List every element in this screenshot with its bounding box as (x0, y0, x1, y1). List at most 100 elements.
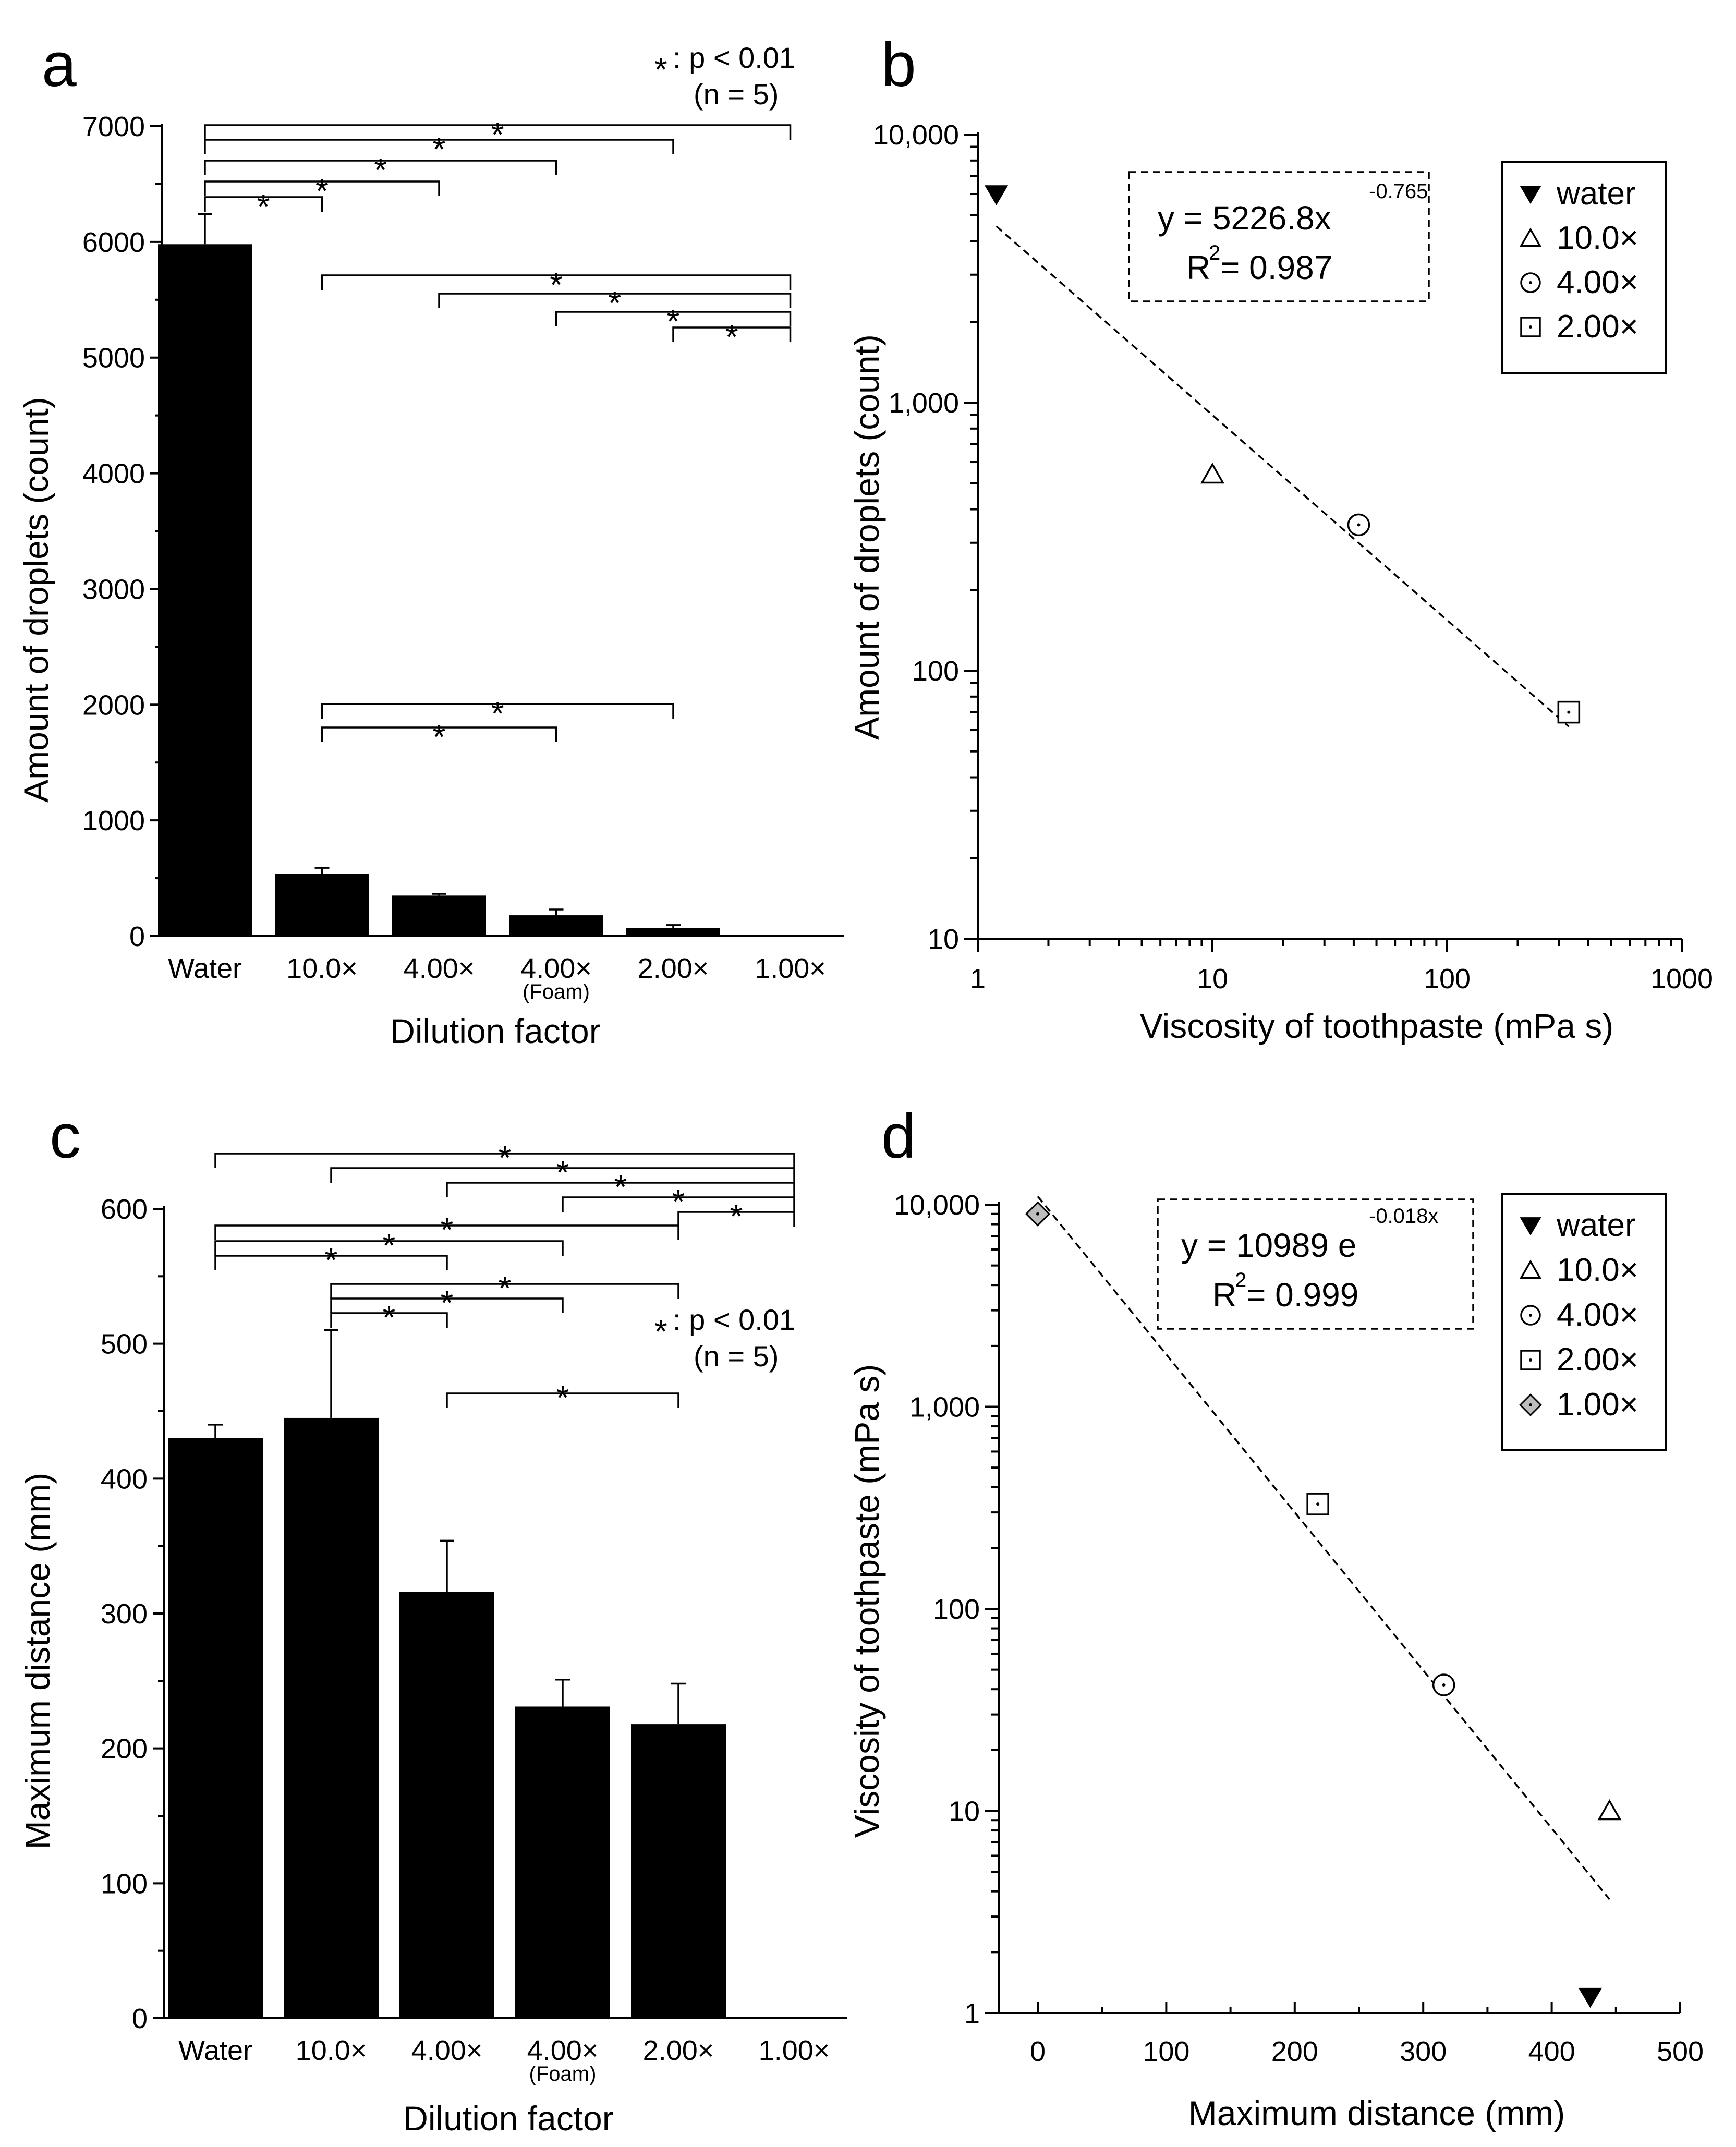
significance-bracket (204, 196, 323, 212)
y-tick-label: 10,000 (873, 119, 959, 151)
significance-bracket (330, 1312, 448, 1328)
category-label: 4.00× (404, 953, 475, 984)
panel-d-equation-exponent: -0.018x (1369, 1205, 1438, 1228)
significance-star: * (433, 718, 446, 756)
panel-b-plot: 1 10 100 1000 10 100 1,000 10,000 (873, 119, 1713, 994)
y-tick-label: 200 (101, 1733, 148, 1765)
significance-star: * (383, 1227, 396, 1264)
significance-bracket (214, 1224, 679, 1240)
panel-a-xlabel: Dilution factor (390, 1012, 601, 1050)
x-tick-label: 1000 (1650, 963, 1713, 994)
legend-label: water (1556, 176, 1636, 212)
significance-bracket (204, 160, 557, 175)
category-label: Water (178, 2035, 252, 2066)
significance-star: * (374, 151, 387, 189)
significance-star: * (491, 695, 504, 732)
significance-bracket (321, 726, 557, 742)
bar (275, 874, 369, 936)
panel-c-label: c (50, 1101, 81, 1171)
panel-d-equation-box: y = 10989 e -0.018x R 2 = 0.999 (1157, 1198, 1474, 1330)
panel-b-equation-frame (1128, 171, 1430, 302)
y-tick-label: 3000 (82, 574, 145, 605)
data-point (1578, 1987, 1603, 2008)
y-tick-label: 10 (928, 924, 959, 955)
y-tick-label: 6000 (82, 227, 145, 258)
x-tick-label: 300 (1400, 2036, 1447, 2067)
panel-c-significance-note: * : p < 0.01 (n = 5) (654, 1303, 795, 1373)
fit-line (1037, 1196, 1610, 1900)
bar (284, 1417, 379, 2018)
panel-a-ylabel: Amount of droplets (count) (17, 397, 55, 803)
data-point (985, 185, 1009, 205)
legend-label: 2.00× (1557, 1342, 1638, 1378)
fit-line (996, 225, 1570, 727)
panel-a-sig-text: : p < 0.01 (673, 41, 795, 74)
data-point-dot (1316, 1502, 1320, 1506)
panel-b-ylabel: Amount of droplets (count) (847, 334, 886, 740)
panel-b-xlabel: Viscosity of toothpaste (mPa s) (1140, 1006, 1614, 1045)
panel-c-sig-star: * (654, 1313, 667, 1350)
data-point-dot (1442, 1683, 1446, 1687)
panel-b-equation-exponent: -0.765 (1369, 180, 1428, 203)
data-point-dot (1357, 523, 1361, 527)
category-label: 4.00× (411, 2035, 483, 2066)
y-tick-label: 10,000 (894, 1190, 980, 1221)
category-label: 2.00× (638, 953, 709, 984)
significance-star: * (499, 1139, 512, 1176)
significance-star: * (614, 1168, 627, 1206)
category-label: 2.00× (643, 2035, 714, 2066)
significance-bracket (330, 1297, 564, 1313)
legend-label: 4.00× (1557, 264, 1638, 300)
panel-c-ylabel: Maximum distance (mm) (18, 1473, 57, 1849)
y-tick-label: 100 (912, 656, 959, 687)
significance-star: * (556, 1154, 569, 1191)
bar (515, 1706, 610, 2018)
data-point (1597, 1799, 1622, 1821)
panel-d-xlabel: Maximum distance (mm) (1188, 2094, 1565, 2132)
category-label: 4.00× (520, 953, 592, 984)
significance-star: * (433, 130, 446, 168)
category-label: Water (168, 953, 242, 984)
category-foam-label: (Foam) (529, 2063, 597, 2085)
panel-d-r2-sup: 2 (1235, 1269, 1246, 1292)
x-tick-label: 100 (1143, 2036, 1189, 2067)
significance-star: * (491, 116, 504, 153)
panel-d-ylabel: Viscosity of toothpaste (mPa s) (847, 1364, 886, 1838)
bar (168, 1438, 263, 2018)
y-tick-label: 1,000 (909, 1392, 980, 1423)
x-tick-label: 500 (1657, 2036, 1704, 2067)
legend-label: 10.0× (1557, 1252, 1638, 1288)
y-tick-label: 1000 (82, 805, 145, 836)
panel-b-r2-sup: 2 (1209, 241, 1220, 264)
legend-marker (1520, 186, 1541, 204)
panel-d-r2-prefix: R (1212, 1276, 1236, 1314)
category-label: 1.00× (759, 2035, 830, 2066)
legend-marker (1519, 1259, 1542, 1279)
significance-bracket (562, 1196, 795, 1212)
panel-a-label: a (42, 30, 77, 100)
significance-bracket (204, 124, 792, 140)
panel-b-r2-value: = 0.987 (1220, 249, 1332, 286)
legend-marker-dot (1529, 1403, 1532, 1406)
panel-c-sig-text: : p < 0.01 (673, 1303, 795, 1336)
significance-star: * (441, 1211, 454, 1248)
y-tick-label: 0 (132, 2003, 148, 2034)
y-tick-label: 400 (101, 1463, 148, 1495)
significance-bracket (672, 326, 792, 342)
bar (399, 1592, 494, 2018)
panel-d-label: d (881, 1101, 916, 1171)
y-tick-label: 1,000 (889, 387, 959, 419)
panel-c: c * : p < 0.01 (n = 5) 0 100 200 300 400 500 6… (18, 1101, 847, 2138)
x-tick-label: 100 (1424, 963, 1471, 994)
y-tick-label: 5000 (82, 343, 145, 374)
x-tick-label: 200 (1271, 2036, 1318, 2067)
panel-a-plot: 0 1000 2000 3000 4000 5000 6000 7000 Water 10.0× 4… (82, 111, 844, 1003)
y-tick-label: 7000 (82, 111, 145, 142)
significance-bracket (214, 1240, 564, 1256)
category-label: 10.0× (286, 953, 358, 984)
panel-a: a * : p < 0.01 (n = 5) 0 1000 2000 3000 4000… (17, 30, 844, 1050)
panel-d-legend: water 10.0× 4.00× 2.00× 1.00× (1501, 1193, 1667, 1451)
significance-bracket (214, 1255, 448, 1270)
significance-bracket (438, 293, 792, 308)
